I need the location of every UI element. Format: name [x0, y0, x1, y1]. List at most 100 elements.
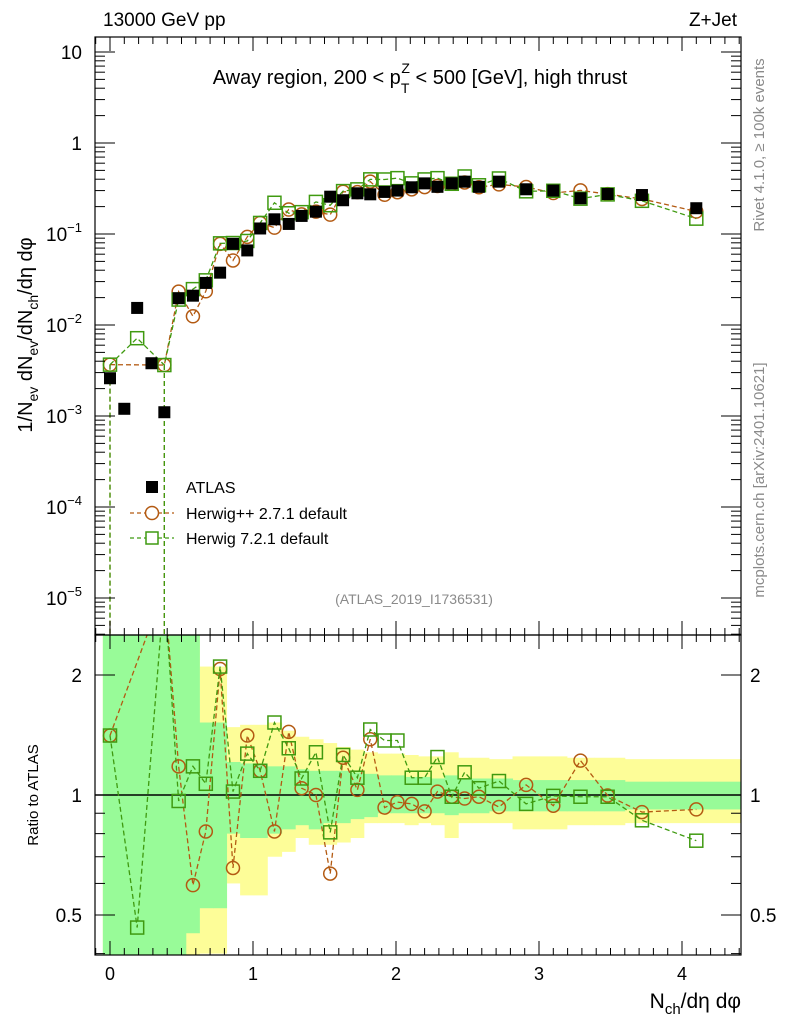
- herwigpp-ratio-point: [573, 753, 588, 768]
- y-tick-label: 10−3: [46, 402, 82, 428]
- herwig7-point: [102, 357, 118, 372]
- herwig7-point: [546, 183, 561, 199]
- y-tick-label: 10−2: [46, 311, 82, 337]
- x-tick-label: 4: [677, 964, 687, 984]
- atlas-point: [282, 217, 295, 230]
- atlas-point: [351, 187, 364, 200]
- header-right: Z+Jet: [689, 10, 738, 31]
- herwigpp-ratio-point: [308, 787, 324, 803]
- ylabel-sub: ev: [25, 387, 41, 402]
- ylabel-sub: ch: [25, 295, 41, 310]
- herwig7-ratio-line: [109, 635, 697, 928]
- herwig7-ratio-point: [471, 780, 487, 796]
- atlas-point: [268, 213, 281, 226]
- xlabel-part: N: [650, 990, 665, 1013]
- herwigpp-ratio-point: [171, 759, 186, 774]
- herwigpp-ratio-point: [185, 877, 201, 893]
- herwigpp-point: [185, 309, 201, 324]
- y-tick-label: 10−4: [46, 493, 82, 519]
- ylabel-part: 1/N: [15, 401, 37, 432]
- atlas-point: [241, 244, 254, 257]
- herwig7-ratio-point: [444, 789, 460, 804]
- herwigpp-ratio-point: [350, 782, 365, 798]
- herwigpp-ratio-point: [404, 796, 419, 812]
- y-tick-base: 10: [46, 225, 67, 246]
- ratio-frame: [94, 634, 742, 956]
- herwigpp-ratio-point: [390, 794, 405, 810]
- atlas-point: [601, 188, 614, 201]
- herwig7-ratio-point: [225, 784, 241, 799]
- herwig7-ratio-point: [267, 715, 282, 730]
- y-tick-exponent: −5: [67, 584, 82, 599]
- xlabel-sub: ch: [665, 1001, 681, 1018]
- herwig7-ratio-point: [129, 920, 145, 935]
- y-tick-exponent: −2: [67, 311, 82, 326]
- atlas-point: [635, 189, 648, 202]
- xlabel-part: /dη dφ: [681, 990, 741, 1013]
- y-tick-label: 1: [71, 134, 82, 155]
- atlas-point: [445, 177, 458, 190]
- main-plot-marks: [102, 169, 704, 635]
- legend-label-atlas: ATLAS: [186, 480, 236, 497]
- title-sub: T: [401, 80, 410, 96]
- herwigpp-ratio-point: [430, 784, 445, 799]
- atlas-point: [405, 181, 418, 194]
- herwig7-point: [157, 357, 172, 373]
- y-tick-exponent: −3: [67, 402, 82, 417]
- mcplots-text: mcplots.cern.ch [arXiv:2401.10621]: [751, 362, 768, 597]
- ratio-tick-label-right: 1: [750, 786, 761, 807]
- herwigpp-point: [308, 204, 324, 219]
- herwig7-ratio-point: [491, 773, 507, 789]
- y-tick-base: 10: [46, 589, 67, 610]
- herwig7-ratio-point: [185, 759, 201, 774]
- atlas-point: [520, 183, 533, 196]
- atlas-point: [418, 177, 431, 190]
- x-tick-label: 0: [105, 964, 115, 984]
- band-green-bin: [336, 770, 351, 824]
- herwig7-ratio-point: [281, 741, 296, 756]
- herwig7-point: [573, 191, 588, 206]
- herwig7-ratio-point: [430, 749, 445, 765]
- herwig7-ratio-point: [322, 825, 338, 840]
- herwig7-ratio-point: [600, 789, 615, 804]
- herwigpp-ratio-point: [377, 800, 392, 815]
- ratio-y-axis-label: Ratio to ATLAS: [25, 744, 42, 845]
- title-text-post: < 500 [GeV], high thrust: [410, 67, 628, 89]
- y-tick-base: 10: [61, 43, 82, 64]
- herwig7-point: [267, 195, 282, 211]
- herwig7-ratio-point: [390, 733, 405, 748]
- atlas-point: [295, 209, 308, 222]
- herwigpp-ratio-point: [491, 799, 507, 815]
- atlas-point: [690, 202, 703, 215]
- atlas-point: [226, 237, 239, 250]
- legend-marker-hpp: [144, 505, 160, 521]
- ratio-tick-label-left: 2: [71, 666, 82, 687]
- atlas-point: [145, 357, 158, 370]
- legend: ATLAS Herwig++ 2.7.1 default Herwig 7.2.…: [130, 480, 348, 548]
- herwigpp-point: [225, 253, 241, 268]
- herwig7-ratio-point: [363, 722, 378, 737]
- herwigpp-ratio-point: [294, 780, 309, 796]
- x-tick-label: 1: [248, 964, 258, 984]
- atlas-point: [309, 205, 322, 218]
- y-tick-label: 10: [61, 43, 82, 64]
- y-tick-base: 1: [71, 134, 82, 155]
- atlas-point: [158, 406, 171, 419]
- atlas-point: [214, 266, 227, 279]
- herwig7-ratio-point: [335, 747, 351, 763]
- band-green-bin: [212, 722, 228, 909]
- atlas-point: [364, 188, 377, 201]
- x-tick-label: 3: [534, 964, 544, 984]
- band-green-bin: [171, 635, 187, 955]
- herwig7-ratio-point: [212, 659, 228, 674]
- herwig7-ratio-point: [308, 745, 324, 760]
- band-green-bin: [199, 722, 214, 909]
- ratio-plot-marks: [102, 635, 704, 935]
- herwig7-ratio-point: [546, 788, 561, 804]
- herwig7-point: [444, 176, 460, 192]
- analysis-id: (ATLAS_2019_I1736531): [335, 591, 493, 607]
- herwig7-point: [129, 330, 145, 346]
- atlas-point: [574, 192, 587, 205]
- herwigpp-ratio-point: [322, 866, 338, 881]
